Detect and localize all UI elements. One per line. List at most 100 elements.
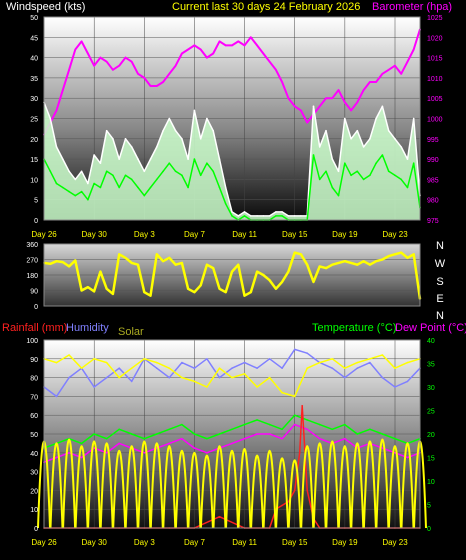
wind-direction-point xyxy=(387,255,390,257)
wind-gust-point xyxy=(99,162,102,164)
barometer-point xyxy=(187,48,189,51)
wind-average-point xyxy=(218,186,221,189)
solar-point xyxy=(281,391,283,394)
solar-point xyxy=(130,367,133,370)
wind-direction-point xyxy=(68,265,70,268)
temperature-point xyxy=(281,428,283,431)
barometer-point xyxy=(243,44,246,47)
solar-point xyxy=(218,367,221,370)
dew-point-point xyxy=(381,447,384,449)
barometer-point xyxy=(137,73,139,75)
wind-average-point xyxy=(381,154,384,156)
compass-label: N xyxy=(436,240,444,252)
wind-direction-point xyxy=(293,251,296,254)
wind-direction-point xyxy=(231,270,233,273)
wind-direction-point xyxy=(381,258,384,261)
y-left-tick-label: 0 xyxy=(34,526,38,533)
humidity-point xyxy=(281,367,283,370)
wind-average-point xyxy=(344,162,346,164)
wind-average-point xyxy=(74,194,77,197)
y-right-tick-label: 20 xyxy=(427,432,435,439)
wind-direction-point xyxy=(80,289,83,292)
wind-gust-point xyxy=(218,158,221,160)
solar-point xyxy=(406,361,409,364)
y-left-tick-label: 70 xyxy=(30,394,38,401)
wind-gust-point xyxy=(300,215,302,217)
temperature-point xyxy=(105,437,108,440)
rainfall-point xyxy=(287,500,290,503)
wind-direction-point xyxy=(55,260,58,263)
humidity-point xyxy=(231,367,233,370)
temperature-point xyxy=(381,433,384,435)
wind-direction-point xyxy=(199,284,202,287)
wind-direction-point xyxy=(168,257,171,259)
y-right-tick-label: 15 xyxy=(427,456,435,463)
barometer-point xyxy=(130,60,133,63)
wind-average-point xyxy=(168,162,171,164)
dew-point-point xyxy=(181,437,183,440)
solar-point xyxy=(268,376,271,379)
wind-average-point xyxy=(55,182,58,185)
solar-daily-curve xyxy=(375,438,390,529)
y-left-tick-label: 180 xyxy=(26,273,38,280)
barometer-point xyxy=(256,44,258,47)
panel-border xyxy=(43,243,421,307)
humidity-point xyxy=(306,352,309,355)
y-right-tick-label: 0 xyxy=(427,526,431,533)
wind-direction-point xyxy=(362,260,365,263)
wind-direction-point xyxy=(156,253,158,256)
humidity-point xyxy=(369,361,371,364)
wind-direction-point xyxy=(325,267,327,269)
wind-gust-point xyxy=(268,215,271,217)
temperature-point xyxy=(206,437,208,440)
temperature-point xyxy=(318,423,321,426)
humidity-point xyxy=(181,361,183,364)
humidity-point xyxy=(193,367,196,370)
wind-average-point xyxy=(206,162,208,164)
wind-gust-point xyxy=(112,138,114,140)
panel-border xyxy=(43,16,421,221)
dew-point-point xyxy=(306,428,309,431)
wind-gust-point xyxy=(105,129,108,132)
wind-gust-point xyxy=(124,138,127,140)
dew-point-point xyxy=(193,447,196,449)
solar-point xyxy=(344,367,346,370)
y-left-tick-label: 40 xyxy=(30,451,38,458)
wind-direction-point xyxy=(130,262,133,264)
temperature-point xyxy=(143,437,146,440)
wind-gust-point xyxy=(287,215,290,217)
wind-direction-point xyxy=(412,253,415,256)
solar-point xyxy=(193,380,196,383)
dew-point-point xyxy=(318,437,321,440)
wind-average-point xyxy=(68,190,70,193)
x-tick-label: Day 15 xyxy=(282,538,308,547)
y-right-tick-label: 1025 xyxy=(427,15,443,22)
barometer-point xyxy=(318,105,321,108)
temperature-point xyxy=(268,423,271,426)
dew-point-point xyxy=(394,452,396,454)
wind-average-point xyxy=(312,154,315,156)
panel-border xyxy=(43,339,421,529)
solar-point xyxy=(168,367,171,370)
wind-average-point xyxy=(187,186,189,189)
wind-average-point xyxy=(337,194,340,197)
temperature-legend: Temperature (°C) xyxy=(312,322,396,334)
wind-gust-point xyxy=(362,146,365,148)
y-right-tick-label: 30 xyxy=(427,385,435,392)
wind-gust-point xyxy=(256,215,258,217)
compass-label: E xyxy=(436,293,443,305)
temperature-point xyxy=(356,433,359,435)
wind-gust-point xyxy=(130,146,133,148)
solar-point xyxy=(80,367,83,370)
wind-direction-point xyxy=(350,262,352,264)
y-left-tick-label: 90 xyxy=(30,289,38,296)
dew-point-point xyxy=(156,447,158,449)
wind-direction-point xyxy=(331,263,334,266)
barometer-point xyxy=(344,101,346,104)
solar-daily-curve xyxy=(387,445,402,529)
wind-direction-point xyxy=(87,286,89,288)
barometer-point xyxy=(181,52,183,55)
wind-average-point xyxy=(124,174,127,177)
x-tick-label: Day 7 xyxy=(184,230,205,239)
